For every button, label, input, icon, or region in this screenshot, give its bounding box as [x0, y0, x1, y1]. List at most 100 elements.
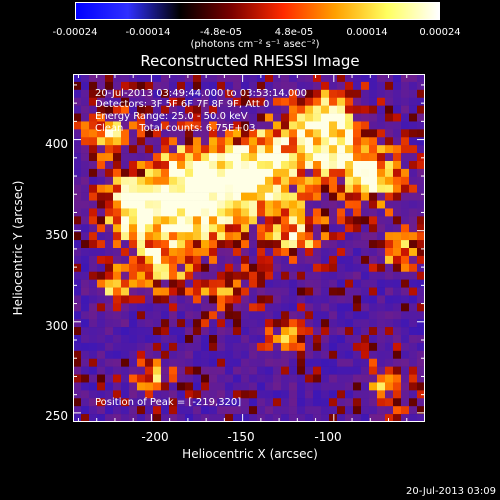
- heatmap-cell: [305, 176, 314, 186]
- heatmap-cell: [249, 342, 258, 352]
- heatmap-cell: [377, 358, 386, 367]
- heatmap-cell: [185, 319, 194, 328]
- heatmap-cell: [209, 240, 218, 249]
- heatmap-cell: [305, 208, 314, 217]
- heatmap-cell: [161, 319, 170, 328]
- heatmap-cell: [249, 97, 258, 106]
- heatmap-cell: [401, 263, 410, 273]
- heatmap-cell: [209, 263, 218, 273]
- heatmap-cell: [177, 97, 186, 106]
- heatmap-cell: [409, 153, 418, 162]
- heatmap-cell: [241, 232, 250, 241]
- heatmap-cell: [153, 216, 162, 225]
- heatmap-cell: [401, 81, 410, 91]
- heatmap-cell: [137, 97, 146, 106]
- heatmap-cell: [97, 358, 106, 367]
- heatmap-cell: [409, 97, 418, 106]
- heatmap-cell: [97, 287, 106, 296]
- heatmap-cell: [313, 161, 322, 170]
- heatmap-cell: [121, 216, 130, 225]
- heatmap-cell: [249, 319, 258, 328]
- heatmap-cell: [105, 184, 114, 193]
- colorbar-units: (photons cm⁻² s⁻¹ asec⁻²): [190, 39, 320, 50]
- heatmap-cell: [385, 248, 394, 257]
- heatmap-cell: [81, 145, 90, 154]
- heatmap-cell: [265, 366, 274, 375]
- heatmap-cell: [361, 342, 370, 352]
- heatmap-cell: [385, 311, 394, 320]
- heatmap-cell: [273, 382, 282, 391]
- heatmap-cell: [121, 263, 130, 273]
- heatmap-cell: [297, 335, 306, 344]
- heatmap-cell: [145, 184, 154, 193]
- heatmap-cell: [201, 311, 210, 320]
- heatmap-cell: [153, 240, 162, 249]
- heatmap-cell: [273, 224, 282, 233]
- heatmap-cell: [265, 414, 274, 422]
- heatmap-cell: [193, 263, 202, 273]
- heatmap-cell: [281, 232, 290, 241]
- heatmap-cell: [281, 350, 290, 360]
- heatmap-cell: [81, 89, 90, 99]
- heatmap-cell: [329, 382, 338, 391]
- heatmap-cell: [145, 240, 154, 249]
- heatmap-cell: [417, 311, 425, 320]
- heatmap-cell: [417, 414, 425, 422]
- heatmap-cell: [409, 105, 418, 114]
- heatmap-cell: [217, 153, 226, 162]
- heatmap-cell: [329, 255, 338, 265]
- heatmap-cell: [145, 113, 154, 122]
- heatmap-cell: [281, 168, 290, 178]
- heatmap-cell: [305, 200, 314, 209]
- heatmap-cell: [273, 200, 282, 209]
- heatmap-cell: [417, 145, 425, 154]
- heatmap-cell: [329, 390, 338, 399]
- heatmap-cell: [353, 263, 362, 273]
- heatmap-cell: [225, 105, 234, 114]
- heatmap-cell: [201, 279, 210, 288]
- heatmap-cell: [89, 279, 98, 288]
- heatmap-cell: [201, 287, 210, 296]
- heatmap-cell: [353, 248, 362, 257]
- heatmap-cell: [169, 121, 178, 130]
- heatmap-cell: [129, 184, 138, 193]
- heatmap-cell: [153, 161, 162, 170]
- heatmap-cell: [345, 216, 354, 225]
- heatmap-cell: [81, 105, 90, 114]
- heatmap-cell: [377, 232, 386, 241]
- heatmap-cell: [345, 350, 354, 360]
- heatmap-cell: [257, 192, 266, 201]
- heatmap-cell: [201, 89, 210, 99]
- heatmap-cell: [321, 335, 330, 344]
- heatmap-cell: [129, 105, 138, 114]
- heatmap-cell: [257, 240, 266, 249]
- heatmap-cell: [233, 374, 242, 383]
- heatmap-cell: [217, 200, 226, 209]
- heatmap-cell: [305, 161, 314, 170]
- heatmap-cell: [257, 153, 266, 162]
- heatmap-cell: [113, 295, 122, 304]
- heatmap-cell: [89, 192, 98, 201]
- heatmap-cell: [305, 184, 314, 193]
- heatmap-cell: [241, 255, 250, 265]
- heatmap-cell: [361, 81, 370, 91]
- heatmap-cell: [241, 398, 250, 407]
- heatmap-cell: [121, 271, 130, 280]
- heatmap-cell: [353, 184, 362, 193]
- heatmap-cell: [321, 406, 330, 415]
- heatmap-cell: [265, 303, 274, 312]
- heatmap-cell: [89, 184, 98, 193]
- heatmap-cell: [401, 311, 410, 320]
- heatmap-cell: [361, 216, 370, 225]
- heatmap-cell: [89, 255, 98, 265]
- heatmap-cell: [409, 406, 418, 415]
- heatmap-cell: [161, 137, 170, 146]
- heatmap-cell: [73, 113, 82, 122]
- heatmap-cell: [249, 263, 258, 273]
- heatmap-cell: [225, 287, 234, 296]
- heatmap-cell: [209, 168, 218, 178]
- heatmap-cell: [377, 374, 386, 383]
- heatmap-cell: [137, 382, 146, 391]
- heatmap-cell: [233, 358, 242, 367]
- heatmap-cell: [417, 224, 425, 233]
